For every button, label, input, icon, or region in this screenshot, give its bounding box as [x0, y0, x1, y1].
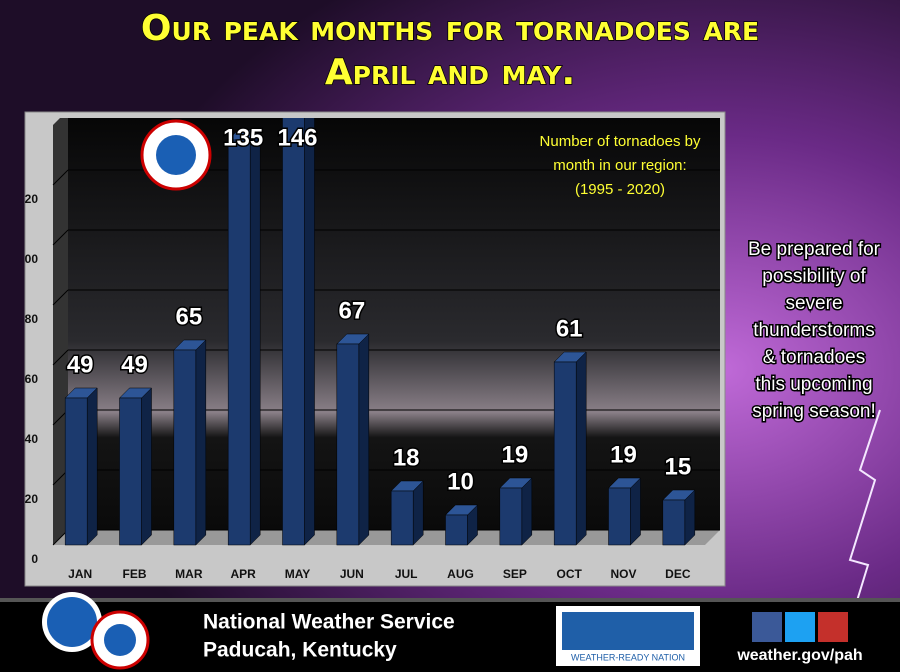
bar-side	[249, 129, 261, 546]
footer-url: weather.gov/pah	[736, 647, 862, 664]
bar-group	[390, 480, 424, 546]
bar-group	[499, 477, 533, 546]
value-label: 10	[447, 468, 474, 495]
bar	[445, 514, 468, 546]
bar	[173, 349, 197, 546]
x-tick-label: DEC	[665, 567, 691, 581]
x-tick-label: JUN	[340, 567, 364, 581]
bar-side	[86, 387, 98, 546]
x-tick-label: OCT	[556, 567, 582, 581]
bar	[662, 499, 686, 546]
side-note: thunderstorms	[753, 320, 874, 341]
grid-line	[52, 349, 69, 366]
wrn-text: WEATHER-READY NATION	[571, 652, 685, 662]
bar-side	[195, 339, 207, 546]
title-line: April and may.	[325, 52, 575, 93]
annotation: Number of tornadoes by	[540, 133, 701, 150]
bar	[64, 397, 88, 546]
logo-core	[156, 135, 196, 175]
plot	[52, 118, 720, 546]
bar-group	[553, 351, 587, 546]
y-tick-label: 0	[31, 552, 38, 566]
bar	[282, 118, 305, 546]
bar-side	[412, 480, 424, 546]
bar-group	[607, 477, 642, 546]
x-tick-label: AUG	[447, 567, 474, 581]
bar-group	[662, 489, 696, 546]
x-tick-label: FEB	[123, 567, 147, 581]
floor	[53, 530, 720, 545]
side-wall	[53, 118, 68, 545]
side-note: Be prepared for	[748, 239, 881, 260]
bar-group	[444, 504, 479, 546]
bar	[553, 361, 577, 546]
bar-group	[227, 129, 261, 546]
footer-office: Paducah, Kentucky	[203, 639, 397, 662]
footer-rule	[0, 598, 900, 602]
x-tick-label: MAY	[285, 567, 311, 581]
y-tick-label: 80	[25, 312, 39, 326]
annotation: month in our region:	[553, 157, 686, 174]
bar	[336, 343, 360, 546]
y-tick-label: 60	[25, 372, 39, 386]
grid-line	[52, 169, 69, 186]
y-tick-label: 20	[25, 492, 39, 506]
bar-side	[575, 351, 587, 546]
bar	[499, 487, 523, 546]
side-note: & tornadoes	[763, 347, 865, 368]
x-tick-label: MAR	[175, 567, 203, 581]
grid-line	[52, 289, 69, 306]
bar-group	[173, 339, 207, 546]
value-label: 65	[175, 303, 202, 330]
lightning	[844, 409, 881, 641]
value-label: 18	[393, 444, 420, 471]
grid-line	[52, 229, 69, 246]
value-label: 19	[501, 441, 528, 468]
bar-group	[64, 387, 98, 546]
side-note: spring season!	[752, 401, 876, 422]
value-label: 19	[610, 441, 637, 468]
annotation: (1995 - 2020)	[575, 181, 665, 198]
bar-group	[118, 387, 153, 546]
bar-group	[336, 333, 370, 546]
bar-side	[141, 387, 152, 546]
bar	[608, 487, 631, 546]
value-label: 15	[664, 453, 691, 480]
bar-side	[304, 118, 315, 546]
social-icons	[752, 612, 848, 642]
value-label: 49	[67, 351, 94, 378]
bar	[227, 139, 251, 546]
value-label: 49	[121, 351, 148, 378]
x-tick-label: NOV	[610, 567, 636, 581]
bar	[390, 490, 414, 546]
bar-side	[630, 477, 641, 546]
footer-org: National Weather Service	[203, 611, 455, 634]
value-label: 67	[338, 297, 365, 324]
side-note: this upcoming	[755, 374, 872, 395]
bar	[119, 397, 142, 546]
x-tick-label: SEP	[503, 567, 527, 581]
nws-logo	[140, 119, 212, 191]
y-tick-label: 40	[25, 432, 39, 446]
title-line: Our peak months for tornadoes are	[141, 8, 759, 49]
y-tick-label: 00	[25, 252, 39, 266]
bar-side	[521, 477, 533, 546]
bar-side	[358, 333, 370, 546]
value-label: 146	[277, 124, 317, 151]
value-label: 61	[556, 315, 583, 342]
x-tick-label: JAN	[68, 567, 92, 581]
side-note: possibility of	[762, 266, 866, 287]
side-note: severe	[785, 293, 842, 314]
noaa-logo	[42, 592, 150, 670]
x-tick-label: APR	[230, 567, 256, 581]
footer-bar	[0, 600, 900, 672]
x-tick-label: JUL	[395, 567, 418, 581]
bar-group	[282, 118, 315, 546]
value-label: 135	[223, 124, 263, 151]
y-tick-label: 20	[25, 192, 39, 206]
wrn-logo	[556, 606, 700, 666]
